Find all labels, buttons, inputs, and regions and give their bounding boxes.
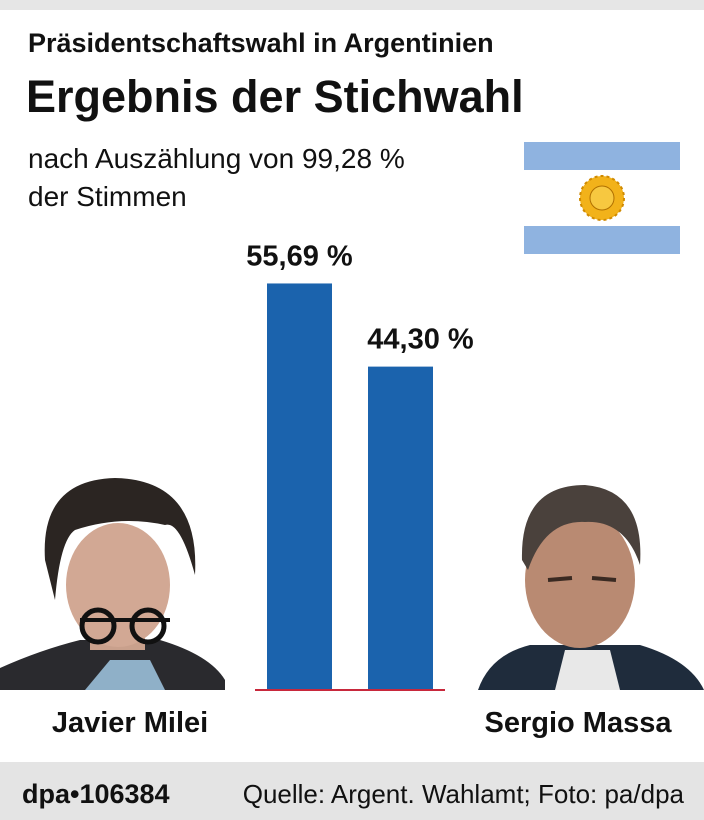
category-label: Javier Milei bbox=[52, 707, 208, 739]
category-label: Sergio Massa bbox=[485, 707, 673, 739]
photo-milei bbox=[0, 478, 225, 690]
footer-id: dpa•106384 bbox=[22, 779, 170, 809]
note-line: nach Auszählung von 99,28 % bbox=[28, 143, 405, 174]
note-line: der Stimmen bbox=[28, 181, 187, 212]
value-label: 44,30 % bbox=[367, 324, 474, 356]
subtitle: Ergebnis der Stichwahl bbox=[26, 71, 524, 122]
title: Präsidentschaftswahl in Argentinien bbox=[28, 28, 494, 58]
flag bbox=[524, 142, 680, 254]
top-strip bbox=[0, 0, 704, 10]
bar bbox=[368, 366, 433, 690]
value-label: 55,69 % bbox=[246, 240, 353, 272]
footer-source: Quelle: Argent. Wahlamt; Foto: pa/dpa bbox=[243, 779, 685, 809]
footer-bar bbox=[0, 762, 704, 820]
bar bbox=[267, 283, 332, 690]
photo-massa bbox=[478, 485, 704, 690]
